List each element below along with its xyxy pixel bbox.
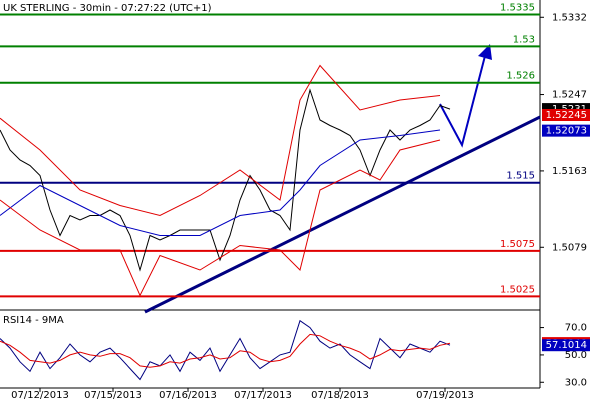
arrow-head xyxy=(478,44,492,60)
x-tick-label: 07/18/2013 xyxy=(311,390,369,400)
series-line xyxy=(0,333,451,368)
price-tag-label: 1.52073 xyxy=(546,126,587,137)
level-label: 1.526 xyxy=(506,71,535,82)
y-tick-label: 30.0 xyxy=(565,377,587,388)
level-label: 1.5025 xyxy=(500,284,535,295)
series-line xyxy=(0,64,441,217)
trend-line xyxy=(144,115,541,314)
level-label: 1.5335 xyxy=(500,3,535,14)
series-line xyxy=(0,139,441,297)
price-tag xyxy=(542,109,590,121)
y-tick-label: 1.5163 xyxy=(552,166,587,177)
series-line xyxy=(0,88,451,272)
y-tick-label: 70.0 xyxy=(565,323,587,334)
x-tick-label: 07/19/2013 xyxy=(416,390,474,400)
x-tick-label: 07/15/2013 xyxy=(84,390,142,400)
series-line xyxy=(0,129,441,236)
level-label: 1.515 xyxy=(506,171,535,182)
y-tick-label: 1.5247 xyxy=(552,90,587,101)
price-tag xyxy=(542,339,590,352)
y-tick-label: 50.0 xyxy=(565,350,587,361)
price-tag xyxy=(542,124,590,137)
level-label: 1.5075 xyxy=(500,239,535,250)
x-tick-label: 07/17/2013 xyxy=(234,390,292,400)
price-tag-label: 1.52245 xyxy=(546,110,587,121)
rsi-title: RSI14 - 9MA xyxy=(3,315,64,326)
x-tick-label: 07/12/2013 xyxy=(11,390,69,400)
x-tick-label: 07/16/2013 xyxy=(159,390,217,400)
series-line xyxy=(0,319,451,381)
level-label: 1.53 xyxy=(513,34,535,45)
y-tick-label: 1.5079 xyxy=(552,242,587,253)
chart-title: UK STERLING - 30min - 07:27:22 (UTC+1) xyxy=(3,3,212,14)
price-tag-label: 57.1014 xyxy=(546,340,587,351)
y-tick-label: 1.5332 xyxy=(552,12,587,23)
